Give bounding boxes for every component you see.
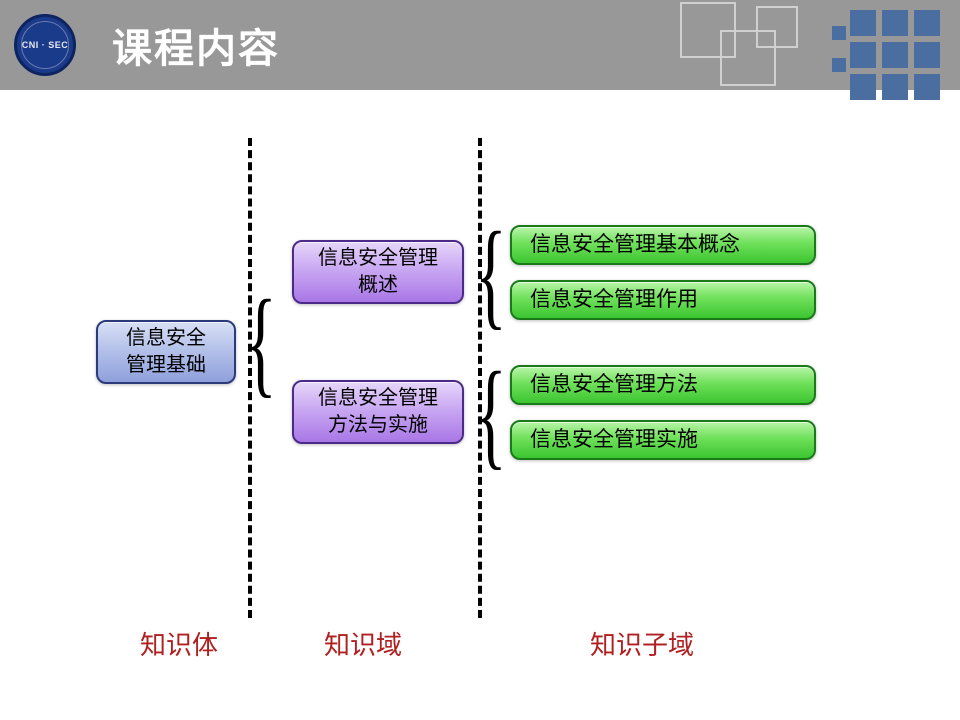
deco-outline-square xyxy=(756,6,798,48)
deco-fill-square xyxy=(850,42,876,68)
deco-fill-square xyxy=(832,58,846,72)
subdomain-node: 信息安全管理方法 xyxy=(510,365,816,405)
domain-node: 信息安全管理概述 xyxy=(292,240,464,304)
brace-icon: { xyxy=(475,214,507,334)
deco-fill-square xyxy=(914,10,940,36)
deco-fill-square xyxy=(914,74,940,100)
domain-node: 信息安全管理方法与实施 xyxy=(292,380,464,444)
subdomain-node: 信息安全管理实施 xyxy=(510,420,816,460)
root-node: 信息安全管理基础 xyxy=(96,320,236,384)
deco-fill-square xyxy=(832,26,846,40)
deco-fill-square xyxy=(882,42,908,68)
brace-icon: { xyxy=(475,354,507,474)
deco-fill-square xyxy=(882,10,908,36)
column-label: 知识子域 xyxy=(590,625,694,662)
deco-fill-square xyxy=(914,42,940,68)
logo-text: CNI · SEC xyxy=(22,41,69,50)
subdomain-node: 信息安全管理基本概念 xyxy=(510,225,816,265)
corner-decoration xyxy=(660,0,960,120)
deco-fill-square xyxy=(850,10,876,36)
brace-icon: { xyxy=(245,282,277,402)
logo-badge: CNI · SEC xyxy=(14,14,76,76)
subdomain-node: 信息安全管理作用 xyxy=(510,280,816,320)
course-structure-diagram: {{{信息安全管理基础信息安全管理概述信息安全管理基本概念信息安全管理作用信息安… xyxy=(0,120,960,680)
column-label: 知识体 xyxy=(140,625,218,662)
column-label: 知识域 xyxy=(324,625,402,662)
deco-fill-square xyxy=(882,74,908,100)
deco-fill-square xyxy=(850,74,876,100)
page-title: 课程内容 xyxy=(112,16,280,74)
